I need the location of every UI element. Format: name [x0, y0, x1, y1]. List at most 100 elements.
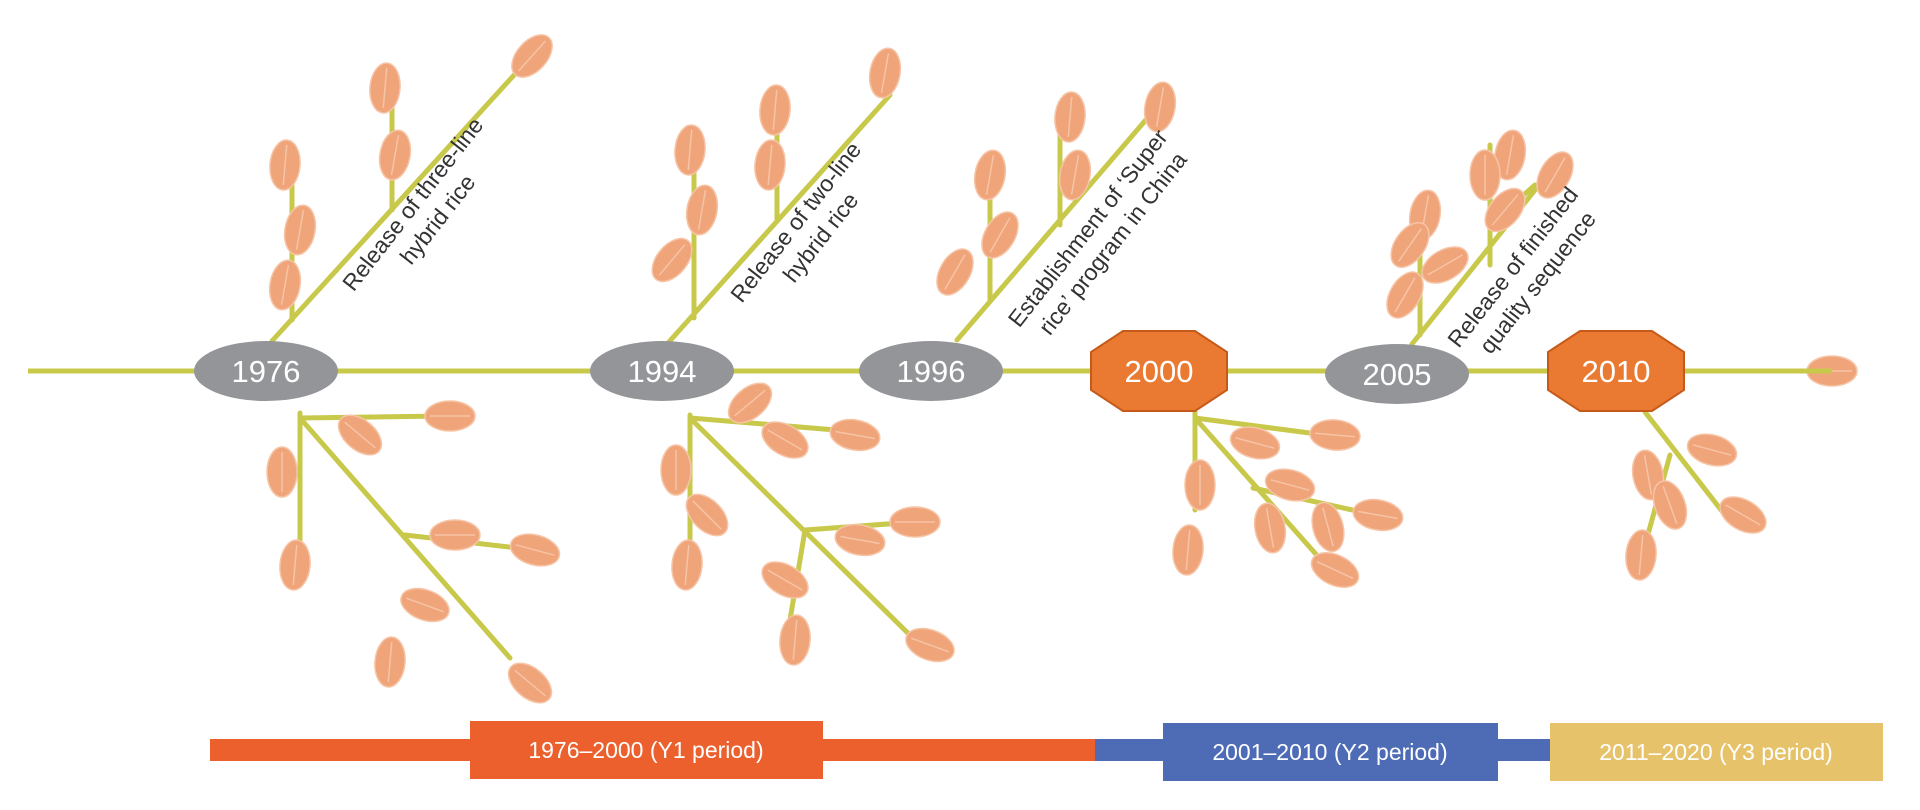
rice-grain	[1421, 246, 1469, 284]
milestone-1996: 1996	[859, 341, 1003, 401]
period-y1-box	[470, 721, 823, 779]
rice-grain	[509, 533, 561, 567]
rice-grain	[1310, 552, 1360, 588]
milestone-node-shape	[1325, 344, 1469, 404]
period-y1: 1976–2000 (Y1 period)	[470, 721, 823, 779]
period-y2-label: 2001–2010 (Y2 period)	[1212, 739, 1447, 765]
milestone-1976: 1976	[194, 341, 338, 401]
rice-grain	[369, 62, 401, 114]
period-y2-box	[1163, 723, 1498, 781]
rice-grain	[429, 519, 481, 551]
milestone-year-label: 1976	[232, 354, 301, 389]
rice-grain	[1309, 419, 1361, 451]
rice-grain	[674, 124, 706, 176]
event-label-1996: Establishment of ‘Super rice’ program in…	[1003, 119, 1200, 349]
rice-grain	[779, 614, 811, 666]
milestone-2010: 2010	[1547, 330, 1685, 412]
rice-grain	[761, 561, 809, 599]
period-y3-box	[1550, 723, 1883, 781]
rice-grain	[1172, 524, 1204, 576]
rice-grain	[424, 400, 476, 432]
rice-grain	[374, 636, 406, 688]
rice-grain	[283, 204, 317, 256]
rice-grain	[1625, 529, 1657, 581]
milestone-node-shape	[194, 341, 338, 401]
rice-grain	[1493, 129, 1527, 181]
rice-stem	[1642, 409, 1728, 518]
milestone-node-shape	[1090, 330, 1228, 412]
rice-stem	[687, 415, 928, 653]
rice-grain	[266, 446, 298, 498]
rice-grain	[1184, 459, 1216, 511]
milestone-2005: 2005	[1325, 344, 1469, 404]
rice-grain	[1386, 271, 1424, 319]
rice-grain	[1652, 480, 1688, 530]
rice-grain	[727, 382, 773, 424]
milestone-2000: 2000	[1090, 330, 1228, 412]
milestone-year-label: 1996	[897, 354, 966, 389]
rice-grain	[1229, 426, 1281, 460]
rice-grain	[1311, 501, 1345, 553]
rice-stem	[1409, 162, 1558, 347]
rice-grain	[269, 139, 301, 191]
rice-grain	[279, 539, 311, 591]
rice-grain	[660, 444, 692, 496]
milestone-year-label: 1994	[628, 354, 697, 389]
rice-grain	[400, 587, 450, 623]
milestone-nodes: 1976 1994 1996 2000 2005 2010	[194, 330, 1685, 412]
event-label-1994: Release of two-line hybrid rice	[725, 132, 893, 325]
rice-grain	[337, 414, 383, 456]
rice-stem	[297, 415, 513, 661]
rice-grain	[651, 237, 693, 283]
rice-grain	[671, 539, 703, 591]
rice-stem	[954, 112, 1153, 343]
rice-grain	[1719, 496, 1767, 534]
rice-grain	[685, 184, 719, 236]
milestone-node-shape	[590, 341, 734, 401]
milestone-year-label: 2005	[1363, 357, 1432, 392]
rice-grain	[1469, 149, 1501, 201]
milestone-1994: 1994	[590, 341, 734, 401]
rice-grain	[905, 627, 955, 663]
rice-stem	[1192, 415, 1333, 573]
rice-grain	[868, 47, 902, 99]
rice-grain	[936, 248, 974, 296]
rice-grain	[685, 493, 729, 537]
milestone-year-label: 2000	[1125, 354, 1194, 389]
rice-grain	[1264, 468, 1316, 502]
rice-grain	[1536, 151, 1574, 199]
rice-grain	[511, 34, 553, 78]
rice-grain	[829, 418, 881, 452]
rice-grain	[759, 84, 791, 136]
period-y3: 2011–2020 (Y3 period)	[1550, 723, 1883, 781]
period-y3-label: 2011–2020 (Y3 period)	[1599, 739, 1833, 765]
rice-grain	[1054, 91, 1086, 143]
rice-grain	[973, 149, 1007, 201]
rice-grain	[378, 129, 412, 181]
rice-stem	[1192, 415, 1328, 438]
rice-grain	[981, 211, 1019, 259]
event-label-line: Establishment of ‘Super	[1003, 124, 1173, 332]
rice-grain	[1484, 187, 1526, 233]
rice-grain	[268, 259, 302, 311]
milestone-year-label: 2010	[1582, 354, 1651, 389]
rice-grain	[1686, 433, 1738, 467]
rice-stem	[297, 413, 448, 421]
rice-grain	[1143, 81, 1177, 133]
event-label-1976: Release of three-line hybrid rice	[337, 107, 515, 313]
period-y1-label: 1976–2000 (Y1 period)	[528, 737, 763, 763]
period-y2: 2001–2010 (Y2 period)	[1163, 723, 1498, 781]
rice-grain	[1390, 222, 1430, 268]
milestone-node-shape	[1547, 330, 1685, 412]
rice-grain	[1253, 502, 1287, 554]
rice-grain	[834, 523, 886, 557]
rice-plant-decoration	[266, 34, 1858, 704]
rice-grain	[761, 421, 809, 459]
rice-grain	[889, 506, 941, 538]
rice-grain	[1352, 498, 1404, 532]
rice-grain	[507, 662, 553, 704]
milestone-node-shape	[859, 341, 1003, 401]
rice-grain	[1058, 149, 1092, 201]
